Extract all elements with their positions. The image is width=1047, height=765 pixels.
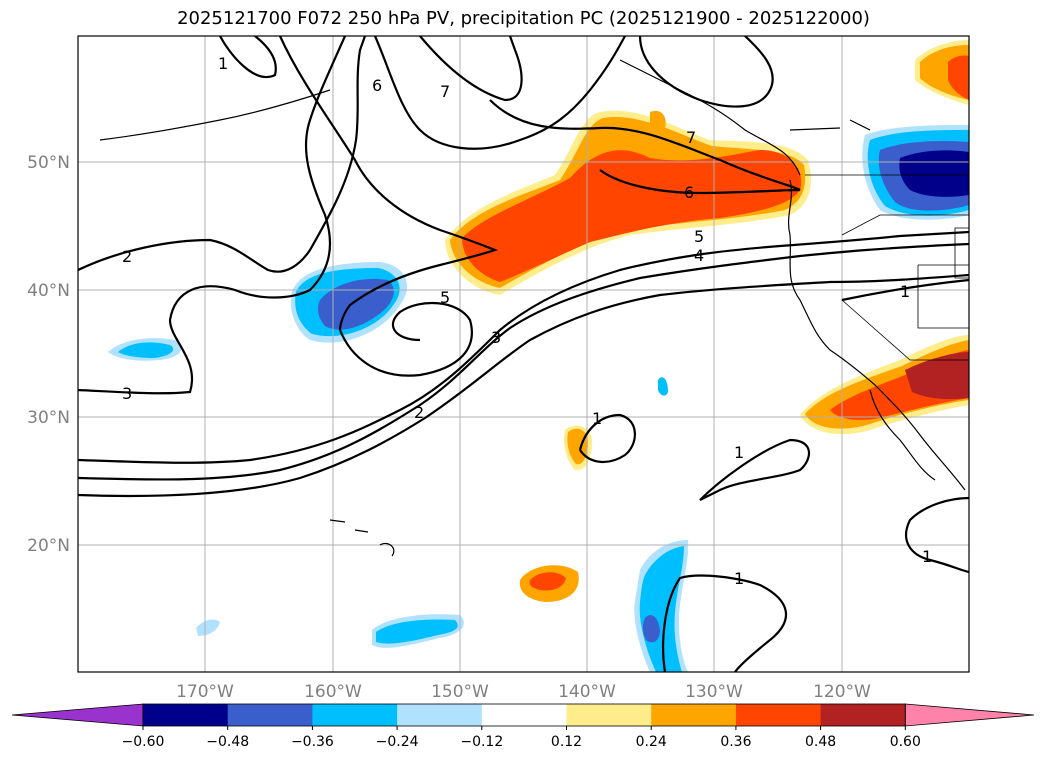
colorbar-tick-label: 0.60 [890,734,921,750]
colorbar-segment [735,704,822,726]
lat-label: 50°N [27,153,70,173]
contour-label: 6 [684,183,694,202]
colorbar-segment [312,704,398,726]
colorbar-segment [481,704,567,726]
contour-label: 1 [734,569,744,588]
contour-label: 2 [414,403,424,422]
lat-label: 30°N [27,408,70,428]
contour-label: 1 [218,54,228,73]
colorbar: −0.60 −0.48 −0.36 −0.24 −0.12 0.12 0.24 0.36 0.4… [11,703,1035,750]
colorbar-frame [142,703,906,727]
colorbar-tick-label: −0.24 [376,734,419,750]
contour-label: 2 [122,247,132,266]
contour-label: 1 [922,547,932,566]
colorbar-extend-low [11,703,144,727]
contour-label: 4 [694,246,704,265]
colorbar-tick-label: −0.36 [291,734,334,750]
colorbar-segment [820,704,906,726]
contour-label: 5 [440,288,450,307]
lon-label: 170°W [176,682,234,702]
map-frame [77,35,970,673]
borders [805,174,969,361]
contour-label: 1 [592,409,602,428]
colorbar-segment [227,704,313,726]
colorbar-tick-label: 0.48 [805,734,836,750]
graticule [78,36,969,672]
map-background [78,36,969,672]
colorbar-tick-label: −0.12 [460,734,503,750]
lon-label: 160°W [304,682,362,702]
colorbar-tick-label: 0.36 [720,734,751,750]
colorbar-tick-label: 0.24 [636,734,667,750]
contour-label: 1 [734,443,744,462]
map-title: 2025121700 F072 250 hPa PV, precipitatio… [177,8,870,29]
contour-label: 7 [686,128,696,147]
contour-labels: 1 6 7 7 6 5 4 2 5 3 3 2 1 1 1 1 1 [122,54,932,588]
contour-label: 3 [122,384,132,403]
colorbar-extend-high [904,703,1035,727]
colorbar-tick-label: 0.12 [551,734,582,750]
coastlines [99,59,966,557]
colorbar-segment [143,704,229,726]
contour-label: 6 [372,76,382,95]
contour-label: 7 [440,82,450,101]
pv-contours [78,36,969,672]
lon-label: 120°W [813,682,871,702]
colorbar-tick-label: −0.60 [122,734,165,750]
lon-label: 140°W [558,682,616,702]
colorbar-segment [566,704,652,726]
contour-label: 1 [900,282,910,301]
colorbar-segment [397,704,483,726]
contour-label: 3 [491,328,501,347]
longitude-labels: 170°W 160°W 150°W 140°W 130°W 120°W [176,682,871,702]
contour-label: 5 [694,227,704,246]
colorbar-segment [651,704,737,726]
lat-label: 40°N [27,281,70,301]
lon-label: 130°W [685,682,743,702]
lon-label: 150°W [431,682,489,702]
colorbar-tick-label: −0.48 [206,734,249,750]
lat-label: 20°N [27,536,70,556]
latitude-labels: 50°N 40°N 30°N 20°N [27,153,70,556]
